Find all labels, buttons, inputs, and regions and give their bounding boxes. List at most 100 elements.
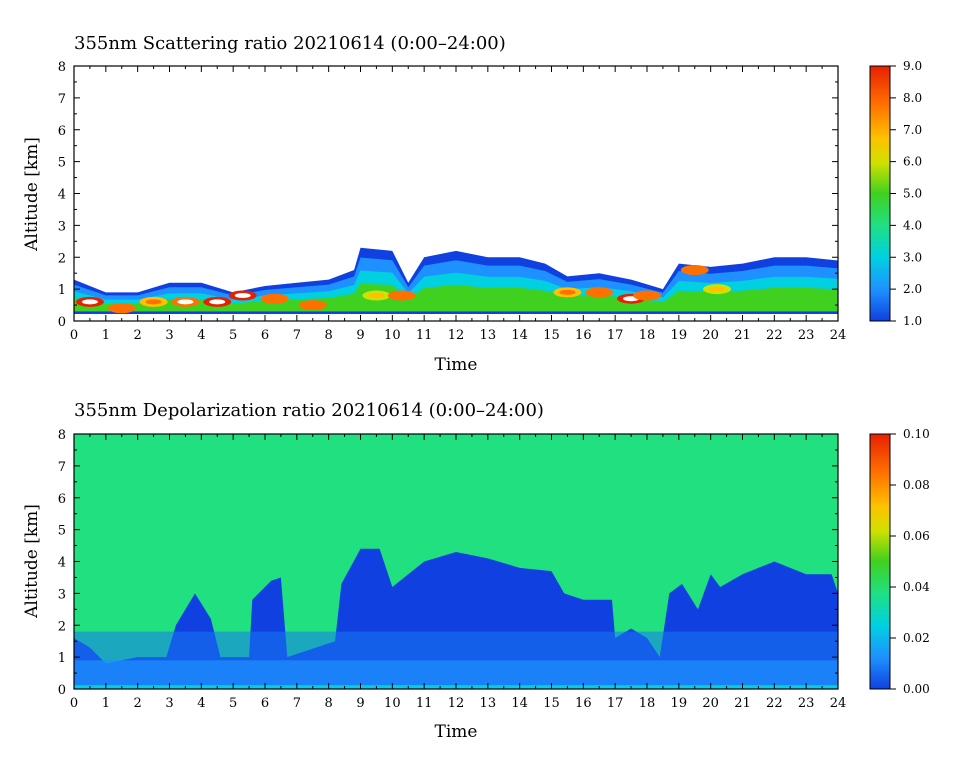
x-tick-label: 15	[543, 696, 560, 711]
y-tick-label: 6	[58, 492, 66, 507]
colorbar-tick-label: 0.02	[903, 631, 930, 645]
colorbar-tick-label: 0.08	[903, 478, 930, 492]
x-tick-label: 19	[671, 328, 688, 343]
colorbar-tick-label: 1.0	[903, 314, 922, 328]
x-tick-label: 8	[325, 696, 333, 711]
colorbar-tick-label: 3.0	[903, 250, 922, 264]
contour-band	[74, 283, 838, 314]
y-axis-label: Altitude [km]	[22, 504, 42, 619]
colorbar-tick-label: 0.10	[903, 427, 930, 441]
colorbar-tick-label: 6.0	[903, 155, 922, 169]
y-tick-label: 8	[58, 428, 66, 443]
x-tick-label: 20	[702, 696, 719, 711]
x-tick-label: 4	[197, 328, 205, 343]
data-point-core	[81, 299, 98, 305]
x-tick-label: 10	[384, 696, 401, 711]
y-tick-label: 0	[58, 315, 66, 330]
x-tick-label: 3	[165, 328, 173, 343]
x-tick-label: 1	[102, 328, 110, 343]
x-tick-label: 7	[293, 696, 301, 711]
colorbar-tick-label: 7.0	[903, 123, 922, 137]
data-point-core	[368, 293, 385, 298]
x-tick-label: 3	[165, 696, 173, 711]
data-point-core	[266, 296, 283, 302]
x-tick-label: 14	[511, 696, 528, 711]
axes: 0 1 2 3 4 5 6 7 8 9 10 11 12 13 14 15 16 17 18 19 20 21 22 23 24…	[58, 60, 847, 343]
colorbar-tick-label: 0.06	[903, 529, 930, 543]
colorbar-tick-label: 4.0	[903, 218, 922, 232]
x-tick-label: 5	[229, 328, 237, 343]
x-tick-label: 1	[102, 696, 110, 711]
x-tick-label: 21	[734, 696, 751, 711]
x-tick-label: 0	[70, 696, 78, 711]
data-point-core	[393, 293, 410, 298]
x-tick-label: 20	[702, 328, 719, 343]
colorbar-tick-label: 9.0	[903, 59, 922, 73]
data-point-core	[639, 293, 655, 298]
x-tick-label: 21	[734, 328, 751, 343]
x-tick-label: 9	[356, 696, 364, 711]
x-tick-label: 17	[607, 328, 624, 343]
x-tick-label: 22	[766, 328, 783, 343]
x-tick-label: 23	[798, 328, 815, 343]
data-layer	[74, 247, 838, 314]
depolarization-ratio-panel: 355nm Depolarization ratio 20210614 (0:0…	[22, 400, 930, 742]
colorbar-labels: 0.00 0.02 0.04 0.06 0.08 0.10	[890, 427, 930, 696]
x-tick-label: 15	[543, 328, 560, 343]
y-tick-label: 1	[58, 651, 66, 666]
x-tick-label: 11	[416, 696, 433, 711]
data-point-core	[234, 293, 251, 298]
x-tick-label: 24	[830, 328, 847, 343]
x-tick-label: 13	[480, 328, 497, 343]
data-point-core	[113, 305, 130, 311]
y-tick-label: 8	[58, 60, 66, 75]
x-tick-label: 16	[575, 328, 592, 343]
x-tick-label: 5	[229, 696, 237, 711]
colorbar-tick-label: 0.04	[903, 580, 930, 594]
y-tick-label: 0	[58, 683, 66, 698]
y-tick-label: 2	[58, 619, 66, 634]
x-tick-label: 13	[480, 696, 497, 711]
chart-title: 355nm Scattering ratio 20210614 (0:00–24…	[74, 33, 506, 54]
colorbar-labels: 1.0 2.0 3.0 4.0 5.0 6.0 7.0 8.0 9.0	[890, 59, 922, 328]
data-point-core	[686, 267, 703, 273]
colorbar	[869, 65, 891, 322]
x-tick-label: 4	[197, 696, 205, 711]
x-tick-label: 18	[639, 696, 656, 711]
colorbar-tick-label: 2.0	[903, 282, 922, 296]
x-axis-label: Time	[435, 722, 478, 742]
x-tick-label: 2	[134, 696, 142, 711]
y-axis-label: Altitude [km]	[22, 137, 42, 252]
x-tick-label: 10	[384, 328, 401, 343]
colorbar-tick-label: 0.00	[903, 682, 930, 696]
x-tick-label: 22	[766, 696, 783, 711]
x-tick-label: 11	[416, 328, 433, 343]
data-point-core	[209, 299, 226, 305]
y-tick-label: 5	[58, 156, 66, 171]
colorbar-tick-label: 5.0	[903, 187, 922, 201]
x-tick-label: 23	[798, 696, 815, 711]
y-tick-label: 4	[58, 556, 66, 571]
y-tick-label: 6	[58, 124, 66, 139]
x-tick-label: 6	[261, 696, 269, 711]
y-tick-label: 1	[58, 283, 66, 298]
x-axis-label: Time	[435, 355, 478, 375]
data-point-core	[177, 299, 194, 305]
y-tick-label: 3	[58, 219, 66, 234]
chart-title: 355nm Depolarization ratio 20210614 (0:0…	[74, 400, 544, 421]
x-tick-label: 19	[671, 696, 688, 711]
data-point-core	[304, 302, 321, 308]
y-tick-label: 3	[58, 587, 66, 602]
y-tick-label: 7	[58, 460, 66, 475]
x-tick-label: 12	[448, 328, 465, 343]
data-point-core	[145, 299, 162, 305]
x-tick-label: 17	[607, 696, 624, 711]
x-tick-label: 6	[261, 328, 269, 343]
x-tick-label: 14	[511, 328, 528, 343]
data-point-core	[559, 289, 576, 295]
data-point-core	[709, 286, 726, 292]
x-tick-label: 24	[830, 696, 847, 711]
x-tick-label: 8	[325, 328, 333, 343]
y-tick-label: 5	[58, 524, 66, 539]
x-tick-label: 9	[356, 328, 364, 343]
